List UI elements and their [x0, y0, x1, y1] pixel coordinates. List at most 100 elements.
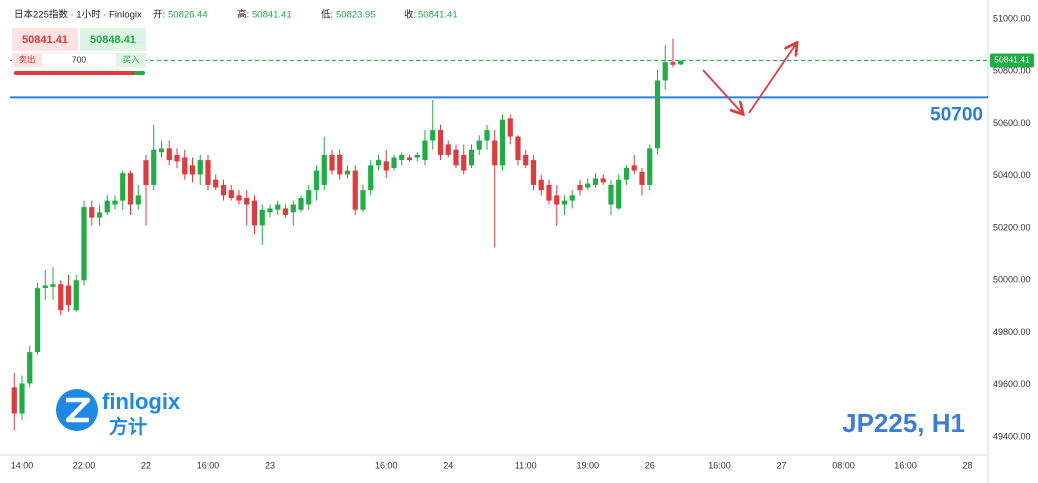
candle-body: [499, 119, 506, 166]
brand-cn: 方计: [109, 415, 147, 438]
y-tick-label: 50600.00: [993, 118, 1031, 128]
high-value: 50841.41: [252, 10, 292, 21]
candle-body: [306, 190, 312, 205]
x-tick-label: 16:00: [894, 460, 917, 470]
y-tick-label: 49800.00: [993, 327, 1031, 337]
candle-body: [213, 179, 219, 188]
candle-body: [236, 195, 242, 201]
sell-price: 50841.41: [22, 34, 68, 46]
candle-body: [561, 200, 568, 205]
buy-tag: [116, 53, 146, 67]
candle-body: [112, 200, 118, 205]
candle-body: [151, 149, 157, 185]
candle-body: [73, 280, 79, 311]
y-tick-label: 49400.00: [993, 431, 1031, 441]
candle-body: [42, 285, 48, 289]
quantity: 700: [72, 54, 86, 64]
sell-tag: [12, 53, 42, 67]
high-label: 高:: [237, 9, 249, 21]
x-tick-label: 27: [776, 460, 786, 470]
candle-body: [197, 160, 203, 175]
y-tick-label: 50000.00: [993, 275, 1031, 285]
candle-body: [189, 165, 196, 175]
candle-body: [337, 154, 343, 175]
candle-body: [27, 352, 33, 384]
candle-body: [484, 130, 490, 141]
candle-body: [282, 208, 289, 215]
x-tick-label: 23: [265, 460, 275, 470]
candle-body: [259, 209, 265, 226]
candle-body: [313, 170, 320, 191]
candle-body: [166, 148, 172, 161]
candle-body: [81, 207, 87, 281]
buy-label: 买入: [122, 54, 140, 64]
sell-button[interactable]: [12, 28, 78, 51]
x-tick-label: 24: [443, 460, 453, 470]
candle-body: [182, 157, 188, 175]
logo: finlogix 方计: [56, 389, 181, 438]
y-tick-label: 51000.00: [993, 13, 1031, 23]
candle-body: [220, 184, 227, 196]
candle-body: [639, 171, 645, 185]
close-label: 收:: [404, 9, 416, 21]
low-value: 50823.95: [336, 10, 376, 21]
candle-body: [445, 144, 451, 155]
candle-body: [523, 154, 529, 166]
candle-body: [654, 80, 661, 149]
candle-body: [89, 207, 95, 218]
candle-body: [662, 62, 668, 81]
open-label: 开:: [153, 10, 165, 21]
candle-body: [530, 160, 537, 185]
candle-body: [244, 197, 250, 205]
candle-body: [437, 130, 444, 155]
x-tick-label: 16:00: [708, 460, 731, 470]
candle-body: [96, 212, 103, 218]
candle-body: [50, 284, 56, 287]
candle-body: [422, 140, 428, 161]
y-tick-label: 50800.00: [993, 66, 1031, 76]
x-tick-label: 22: [141, 460, 151, 470]
candle-body: [120, 173, 126, 201]
candle-body: [468, 149, 475, 166]
candle-body: [670, 62, 676, 65]
candle-body: [228, 190, 234, 198]
candle-body: [569, 195, 575, 201]
candle-body: [329, 154, 335, 171]
candle-body: [65, 285, 72, 306]
candle-body: [453, 149, 459, 166]
buy-button[interactable]: [80, 28, 146, 51]
plot: 51000.00 50800.00 50600.00 50400.00 50200.00…: [10, 13, 1034, 470]
candle-body: [251, 200, 258, 226]
symbol-watermark: JP225, H1: [842, 408, 965, 438]
candle-body: [492, 140, 498, 166]
x-tick-label: 28: [962, 460, 972, 470]
candle-body: [290, 204, 296, 213]
arrow-down: [702, 69, 742, 113]
candle-body: [174, 154, 180, 162]
candle-body: [678, 60, 684, 65]
candle-body: [461, 154, 467, 171]
brand: finlogix: [102, 389, 181, 414]
candle-body: [608, 184, 614, 205]
x-tick-label: 16:00: [197, 460, 220, 470]
candle-body: [616, 179, 622, 209]
arrow-up: [748, 44, 796, 114]
candle-body: [391, 157, 397, 168]
candle-body: [58, 284, 64, 311]
x-tick-label: 14:00: [11, 460, 34, 470]
candle-body: [414, 154, 420, 158]
spread-bar: [14, 71, 144, 75]
candle-body: [600, 178, 606, 183]
y-tick-label: 50400.00: [993, 170, 1031, 180]
candle-body: [158, 148, 165, 153]
candle-body: [275, 204, 281, 210]
candle-body: [135, 195, 141, 205]
candle-body: [143, 160, 149, 185]
quantity-box[interactable]: [41, 52, 117, 68]
candle-body: [623, 167, 630, 180]
buy-price: 50848.41: [90, 34, 136, 46]
last-price-tag: [990, 53, 1034, 68]
logo-z: [65, 397, 91, 423]
candle-body: [104, 200, 110, 213]
open-value: 50826.44: [168, 10, 208, 21]
